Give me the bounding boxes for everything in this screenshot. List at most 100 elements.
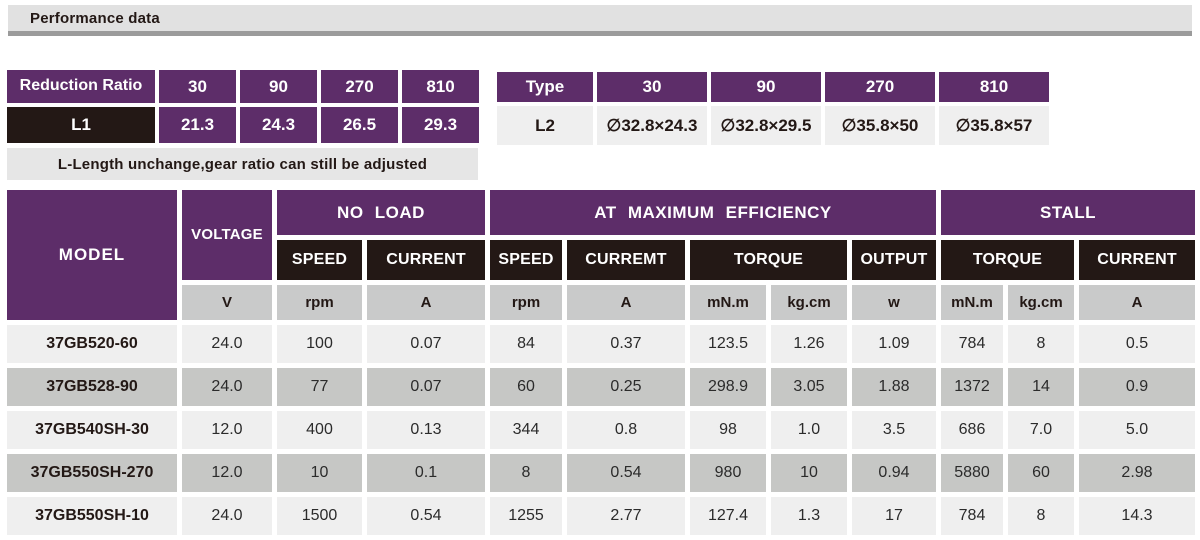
group-max-efficiency-cell: AT MAXIMUM EFFICIENCY	[490, 190, 936, 235]
l2-dimension-cell: ∅35.8×50	[825, 106, 935, 145]
data-cell: 10	[771, 454, 847, 492]
max-eff-output-header-cell: OUTPUT	[852, 240, 936, 280]
type-dimension-table: Type 30 90 270 810 L2 ∅32.8×24.3 ∅32.8×2…	[497, 72, 1049, 145]
data-cell: 1255	[490, 497, 562, 535]
unit-no-load-current-cell: A	[367, 285, 485, 320]
data-cell: 1.09	[852, 325, 936, 363]
unit-stall-torque-mnm-cell: mN.m	[941, 285, 1003, 320]
model-cell: 37GB550SH-10	[7, 497, 177, 535]
unit-stall-current-cell: A	[1079, 285, 1195, 320]
data-cell: 8	[1008, 497, 1074, 535]
data-cell: 784	[941, 325, 1003, 363]
unit-max-eff-torque-kgcm-cell: kg.cm	[771, 285, 847, 320]
data-cell: 24.0	[182, 368, 272, 406]
data-cell: 10	[277, 454, 362, 492]
section-title-bar: Performance data	[8, 5, 1192, 36]
data-cell: 298.9	[690, 368, 766, 406]
data-cell: 17	[852, 497, 936, 535]
data-cell: 0.9	[1079, 368, 1195, 406]
no-load-speed-header-cell: SPEED	[277, 240, 362, 280]
data-cell: 8	[1008, 325, 1074, 363]
group-no-load-cell: NO LOAD	[277, 190, 485, 235]
data-cell: 84	[490, 325, 562, 363]
data-cell: 0.1	[367, 454, 485, 492]
data-cell: 98	[690, 411, 766, 449]
type-value-header-cell: 90	[711, 72, 821, 102]
l2-label-cell: L2	[497, 106, 593, 145]
unit-stall-torque-kgcm-cell: kg.cm	[1008, 285, 1074, 320]
reduction-ratio-header-cell: Reduction Ratio	[7, 70, 155, 103]
data-cell: 686	[941, 411, 1003, 449]
l1-value-cell: 21.3	[159, 107, 236, 143]
l1-value-cell: 26.5	[321, 107, 398, 143]
no-load-current-header-cell: CURRENT	[367, 240, 485, 280]
unit-no-load-speed-cell: rpm	[277, 285, 362, 320]
data-cell: 14.3	[1079, 497, 1195, 535]
data-cell: 12.0	[182, 454, 272, 492]
group-stall-cell: STALL	[941, 190, 1195, 235]
data-cell: 3.05	[771, 368, 847, 406]
data-cell: 1.26	[771, 325, 847, 363]
data-cell: 980	[690, 454, 766, 492]
unit-voltage-cell: V	[182, 285, 272, 320]
max-eff-speed-header-cell: SPEED	[490, 240, 562, 280]
data-cell: 12.0	[182, 411, 272, 449]
model-cell: 37GB528-90	[7, 368, 177, 406]
stall-torque-header-cell: TORQUE	[941, 240, 1074, 280]
performance-table: MODEL VOLTAGE NO LOAD AT MAXIMUM EFFICIE…	[7, 190, 1195, 535]
type-value-header-cell: 270	[825, 72, 935, 102]
type-value-header-cell: 30	[597, 72, 707, 102]
data-cell: 2.98	[1079, 454, 1195, 492]
data-cell: 0.13	[367, 411, 485, 449]
data-cell: 3.5	[852, 411, 936, 449]
l1-value-cell: 24.3	[240, 107, 317, 143]
data-cell: 5880	[941, 454, 1003, 492]
model-cell: 37GB540SH-30	[7, 411, 177, 449]
type-value-header-cell: 810	[939, 72, 1049, 102]
data-cell: 0.54	[367, 497, 485, 535]
data-cell: 1.0	[771, 411, 847, 449]
unit-max-eff-torque-mnm-cell: mN.m	[690, 285, 766, 320]
data-cell: 0.5	[1079, 325, 1195, 363]
ratio-header-cell: 810	[402, 70, 479, 103]
data-cell: 0.8	[567, 411, 685, 449]
data-cell: 77	[277, 368, 362, 406]
data-cell: 127.4	[690, 497, 766, 535]
data-cell: 123.5	[690, 325, 766, 363]
data-cell: 0.37	[567, 325, 685, 363]
type-header-cell: Type	[497, 72, 593, 102]
unit-max-eff-current-cell: A	[567, 285, 685, 320]
data-cell: 1.88	[852, 368, 936, 406]
data-cell: 60	[1008, 454, 1074, 492]
data-cell: 344	[490, 411, 562, 449]
data-cell: 5.0	[1079, 411, 1195, 449]
max-eff-torque-header-cell: TORQUE	[690, 240, 847, 280]
data-cell: 0.07	[367, 368, 485, 406]
unit-output-cell: w	[852, 285, 936, 320]
data-cell: 0.54	[567, 454, 685, 492]
data-cell: 60	[490, 368, 562, 406]
stall-current-header-cell: CURRENT	[1079, 240, 1195, 280]
reduction-ratio-table: Reduction Ratio 30 90 270 810 L1 21.3 24…	[7, 70, 479, 143]
max-eff-current-header-cell: CURREMT	[567, 240, 685, 280]
model-header-cell: MODEL	[7, 190, 177, 320]
model-cell: 37GB550SH-270	[7, 454, 177, 492]
unit-max-eff-speed-cell: rpm	[490, 285, 562, 320]
length-note-text: L-Length unchange,gear ratio can still b…	[57, 155, 428, 173]
data-cell: 2.77	[567, 497, 685, 535]
length-note-bar: L-Length unchange,gear ratio can still b…	[7, 148, 478, 180]
data-cell: 0.94	[852, 454, 936, 492]
data-cell: 8	[490, 454, 562, 492]
page-title: Performance data	[30, 9, 160, 27]
data-cell: 1.3	[771, 497, 847, 535]
data-cell: 14	[1008, 368, 1074, 406]
data-cell: 0.25	[567, 368, 685, 406]
data-cell: 1500	[277, 497, 362, 535]
l2-dimension-cell: ∅32.8×24.3	[597, 106, 707, 145]
data-cell: 24.0	[182, 497, 272, 535]
data-cell: 0.07	[367, 325, 485, 363]
data-cell: 784	[941, 497, 1003, 535]
data-cell: 100	[277, 325, 362, 363]
l1-label-cell: L1	[7, 107, 155, 143]
